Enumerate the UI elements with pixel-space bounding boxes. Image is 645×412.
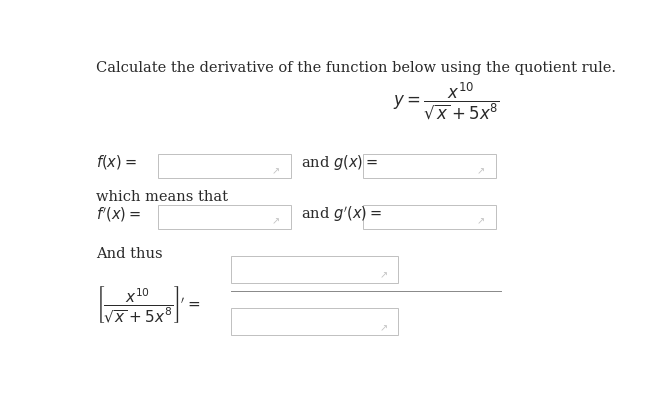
Text: $\left[\dfrac{x^{10}}{\sqrt{x}+5x^{8}}\right]' =$: $\left[\dfrac{x^{10}}{\sqrt{x}+5x^{8}}\r… — [95, 285, 200, 325]
Text: And thus: And thus — [95, 247, 163, 261]
Text: $\nearrow$: $\nearrow$ — [475, 166, 486, 176]
Text: $\nearrow$: $\nearrow$ — [270, 166, 281, 176]
Text: $y = \dfrac{x^{10}}{\sqrt{x}+5x^{8}}$: $y = \dfrac{x^{10}}{\sqrt{x}+5x^{8}}$ — [393, 81, 500, 122]
Text: $\nearrow$: $\nearrow$ — [475, 217, 486, 227]
Text: Calculate the derivative of the function below using the quotient rule.: Calculate the derivative of the function… — [95, 61, 615, 75]
Text: $f'(x) =$: $f'(x) =$ — [95, 205, 141, 224]
Text: and $g(x) =$: and $g(x) =$ — [301, 152, 377, 171]
FancyBboxPatch shape — [158, 205, 290, 229]
Text: and $g'(x) =$: and $g'(x) =$ — [301, 205, 382, 224]
FancyBboxPatch shape — [363, 154, 495, 178]
FancyBboxPatch shape — [231, 308, 398, 335]
FancyBboxPatch shape — [158, 154, 290, 178]
Text: $\nearrow$: $\nearrow$ — [270, 217, 281, 227]
Text: $\nearrow$: $\nearrow$ — [378, 271, 388, 281]
FancyBboxPatch shape — [363, 205, 495, 229]
Text: $\nearrow$: $\nearrow$ — [378, 323, 388, 333]
Text: $f(x) =$: $f(x) =$ — [95, 153, 136, 171]
FancyBboxPatch shape — [231, 255, 398, 283]
Text: which means that: which means that — [95, 190, 228, 204]
